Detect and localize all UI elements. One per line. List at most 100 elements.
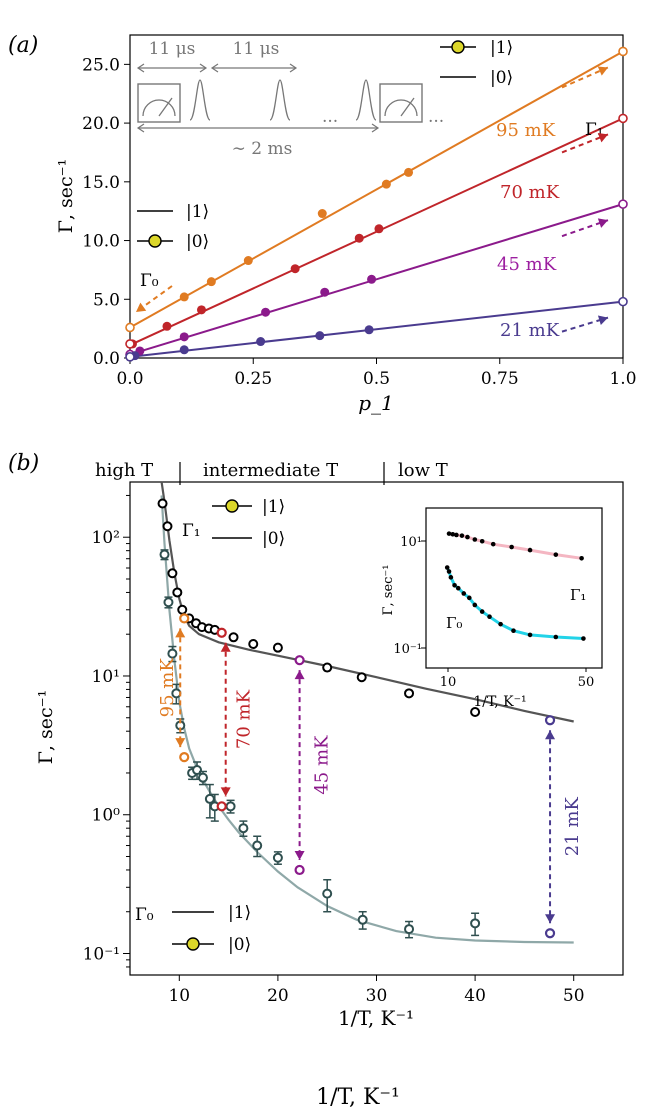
panel-b-label: (b) (8, 451, 39, 476)
interval-label-1: 11 μs (149, 39, 196, 59)
a-x-tick-label: 0.0 (116, 369, 143, 389)
panel-a-series-labels: 95 mK 70 mK 45 mK 21 mK (496, 120, 560, 341)
pulse-1 (189, 79, 211, 121)
inset-y-tick-2: 10⁻¹ (393, 642, 422, 657)
inset-gamma0-point (498, 621, 503, 627)
legend-gamma1-label: Γ₁ (182, 521, 201, 541)
gamma0-point (404, 924, 415, 935)
gamma0-point (197, 772, 208, 783)
panel-b-y-label: Γ, sec⁻¹ (35, 690, 57, 765)
meter-icon-2 (384, 99, 418, 117)
data-point (320, 287, 330, 297)
highlight-gamma0-45-mK (294, 864, 305, 876)
panel-b-fits (160, 481, 574, 944)
highlight-gamma0-70-mK (216, 801, 227, 812)
data-point (243, 256, 253, 266)
data-point (404, 167, 414, 177)
panel-b-x-ticks: 10 20 30 40 50 (168, 975, 585, 1006)
a-y-tick-label: 15.0 (82, 173, 120, 193)
panel-a-y-ticks: 0.0 5.0 10.0 15.0 20.0 25.0 (82, 55, 130, 369)
gamma0-point (252, 840, 263, 851)
inset-gamma1-point (450, 531, 456, 537)
inset-gamma1-point (579, 555, 584, 561)
inset-gamma0-point (446, 569, 452, 574)
inset-gamma0-point (553, 634, 559, 640)
panel-b-y-ticks: 10⁻¹ 10⁰ 10¹ 10² (83, 494, 130, 968)
b-x-tick-label: 20 (267, 986, 289, 1006)
b-y-tick-label: 10² (92, 528, 120, 548)
data-point (206, 277, 216, 287)
inset-gamma1-point (509, 544, 514, 550)
series-label-21-mK: 21 mK (500, 320, 560, 341)
arrow-b-70-mK-head (220, 642, 231, 652)
inset-gamma1-label: Γ₁ (570, 586, 586, 604)
panel-b-x-label: 1/T, K⁻¹ (338, 1006, 414, 1030)
panel-a-x-ticks: 0.0 0.25 0.5 0.75 1.0 (116, 358, 637, 389)
gamma1-point (228, 632, 239, 643)
panel-b-arrows: 95 mK 70 mK 45 mK 21 mK (157, 628, 583, 924)
gamma1-point (157, 498, 168, 509)
inset-y-tick-1: 10¹ (400, 535, 422, 550)
arrow-45-mK-head (597, 218, 608, 228)
highlight-gamma1-45-mK (294, 655, 305, 666)
total-duration-label: ∼ 2 ms (232, 139, 293, 159)
open-point (125, 339, 135, 349)
series-label-95-mK: 95 mK (496, 120, 556, 141)
inset-gamma0-point (455, 585, 461, 591)
b-x-tick-label: 40 (464, 986, 486, 1006)
a-y-tick-label: 25.0 (82, 55, 120, 75)
highlight-gamma0-95-mK (179, 752, 190, 763)
measurement-box-1 (137, 83, 181, 123)
panel-b: (b) high T high T intermediate T low T 1… (8, 451, 624, 1030)
data-point (162, 321, 172, 331)
a-y-tick-label: 20.0 (82, 114, 120, 134)
arrow-21-mK-head (597, 315, 608, 326)
inset-x-tick-2: 50 (578, 675, 595, 690)
gamma0-point (159, 549, 170, 560)
data-point (381, 179, 391, 189)
gamma1-point (322, 662, 333, 673)
inset-gamma0-point (452, 582, 457, 588)
gamma0-point (322, 888, 333, 899)
inset-gamma0-point (472, 602, 478, 608)
data-point (290, 264, 300, 274)
gamma1-point (167, 568, 178, 579)
inset-gamma1-point (472, 537, 478, 542)
inset-gamma1-point (553, 552, 559, 557)
pair-label-21-mK: 21 mK (562, 797, 583, 857)
inset-gamma1-point (490, 541, 496, 547)
legend-left-marker-label: |0⟩ (186, 232, 209, 252)
highlight-gamma1-21-mK (544, 715, 556, 726)
open-point (618, 46, 628, 57)
b-y-tick-label: 10⁰ (92, 806, 121, 826)
highlight-gamma1-70-mK (216, 627, 227, 638)
gamma0-point (163, 597, 174, 608)
inset-x-label: 1/T, K⁻¹ (473, 694, 526, 710)
gamma0-label-a: Γ₀ (140, 271, 159, 291)
inset-gamma0-label: Γ₀ (446, 614, 462, 632)
legend-left-line-label: |1⟩ (186, 202, 209, 222)
arrow-95-mK-head (597, 66, 608, 76)
inset-gamma1-point (459, 533, 465, 538)
inset-gamma0-point (448, 575, 454, 580)
arrow-70-mK-head (597, 133, 608, 143)
gamma0-fit-line (160, 495, 574, 944)
footer-x-label: 1/T, K⁻¹ (316, 1085, 400, 1110)
legend-gamma0-label: Γ₀ (135, 905, 154, 925)
inset-y-label: Γ, sec⁻¹ (381, 564, 396, 615)
gamma0-point (204, 793, 215, 804)
panel-b-points (157, 498, 556, 939)
inset-gamma0-point (511, 628, 516, 634)
inset-gamma0-point (527, 632, 533, 638)
b-y-tick-label: 10¹ (92, 667, 120, 687)
inset-plot: 10¹ 10⁻¹ 10 50 1/T, K⁻¹ Γ, sec⁻¹ Γ₁ Γ₀ (381, 507, 603, 710)
legend-yellow-marker (451, 40, 465, 54)
data-point (179, 292, 189, 302)
gamma1-point (177, 604, 188, 615)
legend-top-line-label: |0⟩ (490, 68, 513, 88)
open-point (618, 296, 628, 307)
meter-icon (142, 99, 176, 117)
legend-gamma0-line-label: |1⟩ (228, 903, 251, 923)
data-point (196, 305, 206, 315)
panel-a-y-label: Γ, sec⁻¹ (55, 159, 77, 234)
